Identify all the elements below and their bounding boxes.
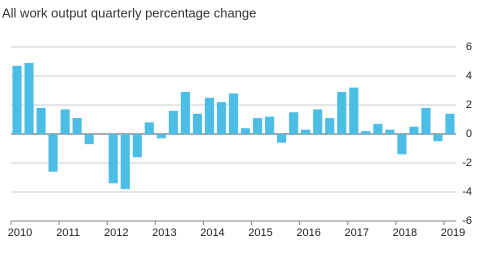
x-tick-label: 2014 bbox=[200, 227, 224, 239]
bar bbox=[409, 126, 419, 134]
bar bbox=[385, 129, 395, 134]
x-tick-label: 2013 bbox=[152, 227, 176, 239]
bar bbox=[301, 129, 311, 134]
x-tick-label: 2019 bbox=[441, 227, 465, 239]
y-tick-label: 2 bbox=[466, 99, 472, 111]
bar bbox=[325, 118, 335, 134]
bar bbox=[204, 97, 215, 134]
x-tick-label: 2011 bbox=[56, 227, 80, 239]
bar bbox=[108, 134, 118, 184]
bar bbox=[120, 134, 130, 190]
bar bbox=[156, 134, 166, 139]
bar bbox=[240, 128, 251, 134]
bar bbox=[397, 134, 407, 155]
bar bbox=[265, 116, 275, 134]
chart-title: All work output quarterly percentage cha… bbox=[2, 5, 256, 20]
bar bbox=[144, 122, 154, 134]
y-tick-label: 6 bbox=[466, 41, 472, 53]
x-tick-label: 2015 bbox=[248, 227, 272, 239]
bar bbox=[72, 118, 82, 134]
bar bbox=[337, 91, 347, 134]
bar bbox=[60, 109, 70, 134]
x-tick-label: 2010 bbox=[8, 227, 32, 239]
bar bbox=[313, 109, 323, 134]
bar bbox=[289, 112, 299, 134]
bar bbox=[277, 134, 287, 143]
y-tick-label: -4 bbox=[462, 186, 472, 198]
bar bbox=[445, 113, 455, 134]
bar bbox=[168, 110, 178, 134]
y-tick-label: -6 bbox=[462, 215, 472, 227]
x-tick-label: 2017 bbox=[345, 227, 369, 239]
y-tick-label: -2 bbox=[462, 157, 472, 169]
bar bbox=[24, 62, 34, 135]
bar bbox=[252, 118, 263, 134]
y-tick-label: 4 bbox=[466, 70, 472, 82]
bar bbox=[349, 87, 359, 134]
bar bbox=[48, 134, 58, 172]
bar bbox=[36, 107, 46, 134]
bar bbox=[228, 93, 239, 134]
bar bbox=[12, 65, 22, 134]
bar bbox=[433, 134, 443, 142]
bar bbox=[84, 134, 94, 145]
x-tick-label: 2018 bbox=[393, 227, 417, 239]
bar bbox=[216, 102, 227, 134]
bar bbox=[180, 91, 190, 134]
bar bbox=[192, 113, 202, 134]
x-tick-label: 2016 bbox=[296, 227, 320, 239]
y-tick-label: 0 bbox=[466, 128, 472, 140]
bar bbox=[421, 107, 431, 134]
bar bbox=[361, 131, 371, 134]
bar bbox=[373, 123, 383, 134]
x-tick-label: 2012 bbox=[104, 227, 128, 239]
bar bbox=[132, 134, 142, 158]
